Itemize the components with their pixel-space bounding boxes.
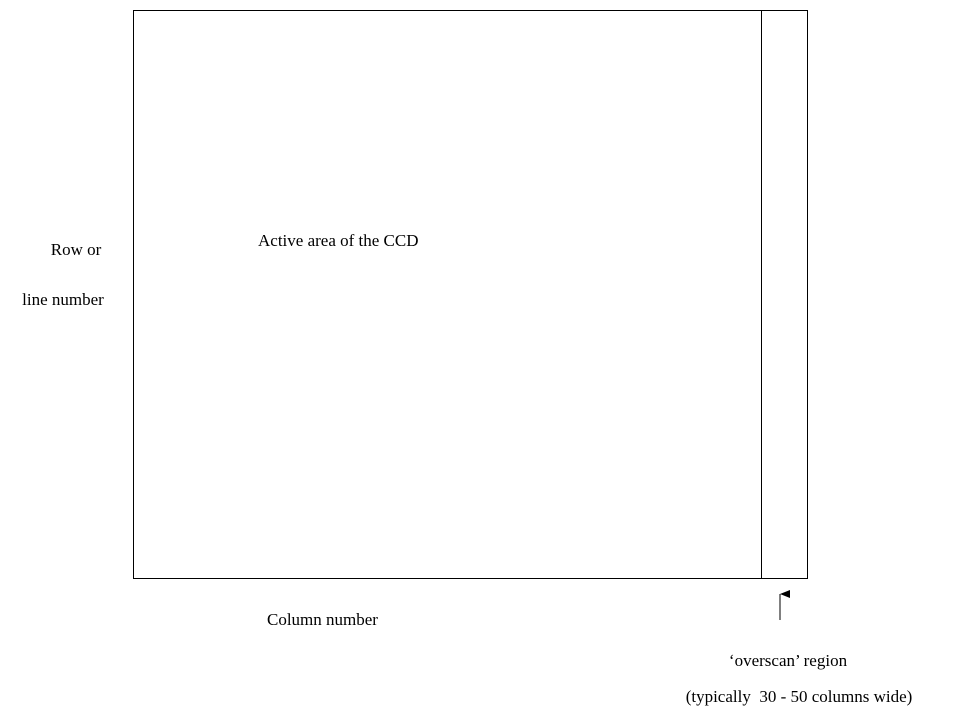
active-area-label: Active area of the CCD [258,231,419,250]
column-label: Column number [267,610,378,629]
row-label: line number [22,290,104,309]
overscan-note: (typically 30 - 50 columns wide) [686,687,913,706]
overscan-label: ‘overscan’ region [729,651,848,670]
row-label: Row or [51,240,102,259]
ccd-frame [133,10,808,579]
